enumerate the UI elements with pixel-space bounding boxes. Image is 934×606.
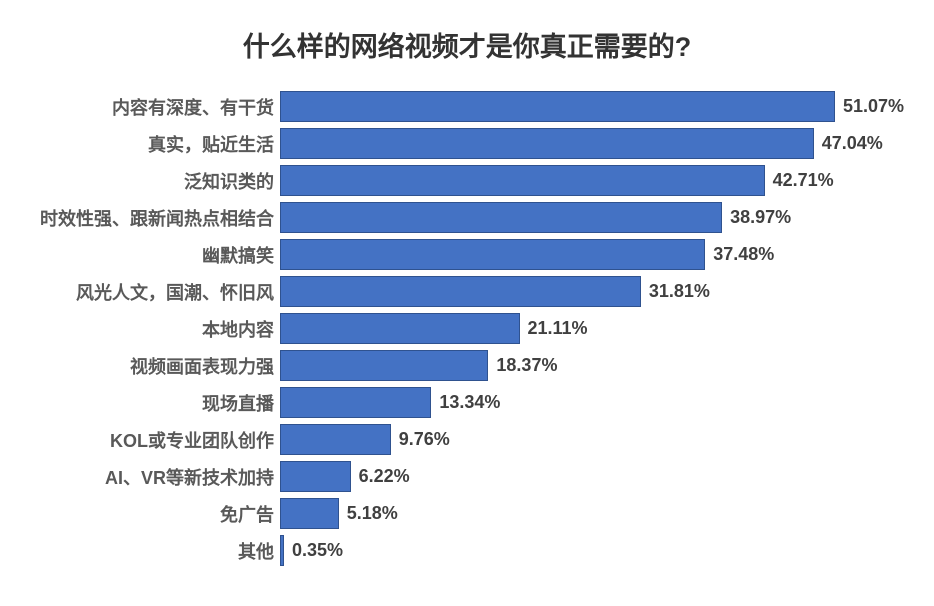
- category-label: AI、VR等新技术加持: [30, 464, 280, 490]
- category-label: 现场直播: [30, 390, 280, 416]
- category-label: 时效性强、跟新闻热点相结合: [30, 205, 280, 231]
- bar: [280, 276, 641, 306]
- bar-track: 42.71%: [280, 162, 904, 199]
- value-label: 21.11%: [528, 318, 588, 339]
- bar: [280, 424, 391, 454]
- bar-row: 泛知识类的 42.71%: [30, 162, 904, 199]
- value-label: 38.97%: [730, 207, 791, 228]
- bar-track: 0.35%: [280, 532, 904, 569]
- bar-row: 其他 0.35%: [30, 532, 904, 569]
- bar-track: 18.37%: [280, 347, 904, 384]
- category-label: 视频画面表现力强: [30, 353, 280, 379]
- value-label: 47.04%: [822, 133, 883, 154]
- value-label: 51.07%: [843, 96, 904, 117]
- value-label: 5.18%: [347, 503, 398, 524]
- plot-area: 内容有深度、有干货 51.07% 真实，贴近生活 47.04% 泛知识类的 42.71% 时…: [30, 88, 904, 569]
- bar-row: 现场直播 13.34%: [30, 384, 904, 421]
- bar: [280, 387, 431, 417]
- bar-row: 视频画面表现力强 18.37%: [30, 347, 904, 384]
- bar: [280, 202, 722, 232]
- value-label: 6.22%: [359, 466, 410, 487]
- bar: [280, 313, 520, 343]
- bar-track: 31.81%: [280, 273, 904, 310]
- value-label: 18.37%: [496, 355, 557, 376]
- category-label: 其他: [30, 538, 280, 564]
- bar-row: 风光人文，国潮、怀旧风 31.81%: [30, 273, 904, 310]
- value-label: 13.34%: [439, 392, 500, 413]
- bar-row: 内容有深度、有干货 51.07%: [30, 88, 904, 125]
- category-label: 本地内容: [30, 316, 280, 342]
- bar-track: 51.07%: [280, 88, 904, 125]
- bar: [280, 498, 339, 528]
- bar-row: 真实，贴近生活 47.04%: [30, 125, 904, 162]
- bar-track: 5.18%: [280, 495, 904, 532]
- category-label: 风光人文，国潮、怀旧风: [30, 279, 280, 305]
- category-label: KOL或专业团队创作: [30, 427, 280, 453]
- bar: [280, 350, 488, 380]
- value-label: 42.71%: [773, 170, 834, 191]
- bar-row: 幽默搞笑 37.48%: [30, 236, 904, 273]
- bar-row: 本地内容 21.11%: [30, 310, 904, 347]
- bar-track: 21.11%: [280, 310, 904, 347]
- bar-track: 13.34%: [280, 384, 904, 421]
- category-label: 真实，贴近生活: [30, 131, 280, 157]
- category-label: 泛知识类的: [30, 168, 280, 194]
- bar-track: 38.97%: [280, 199, 904, 236]
- category-label: 幽默搞笑: [30, 242, 280, 268]
- value-label: 37.48%: [713, 244, 774, 265]
- bar-track: 6.22%: [280, 458, 904, 495]
- value-label: 0.35%: [292, 540, 343, 561]
- bar-row: AI、VR等新技术加持 6.22%: [30, 458, 904, 495]
- category-label: 内容有深度、有干货: [30, 94, 280, 120]
- bar: [280, 91, 835, 121]
- bar-row: KOL或专业团队创作 9.76%: [30, 421, 904, 458]
- bar: [280, 239, 705, 269]
- bar: [280, 535, 284, 565]
- chart-container: 什么样的网络视频才是你真正需要的? 内容有深度、有干货 51.07% 真实，贴近生活…: [0, 0, 934, 606]
- category-label: 免广告: [30, 501, 280, 527]
- bar: [280, 128, 814, 158]
- chart-title: 什么样的网络视频才是你真正需要的?: [30, 25, 904, 64]
- bar-track: 37.48%: [280, 236, 904, 273]
- bar-row: 时效性强、跟新闻热点相结合 38.97%: [30, 199, 904, 236]
- bar-track: 47.04%: [280, 125, 904, 162]
- value-label: 9.76%: [399, 429, 450, 450]
- bar: [280, 461, 351, 491]
- value-label: 31.81%: [649, 281, 710, 302]
- bar: [280, 165, 765, 195]
- bar-track: 9.76%: [280, 421, 904, 458]
- bar-row: 免广告 5.18%: [30, 495, 904, 532]
